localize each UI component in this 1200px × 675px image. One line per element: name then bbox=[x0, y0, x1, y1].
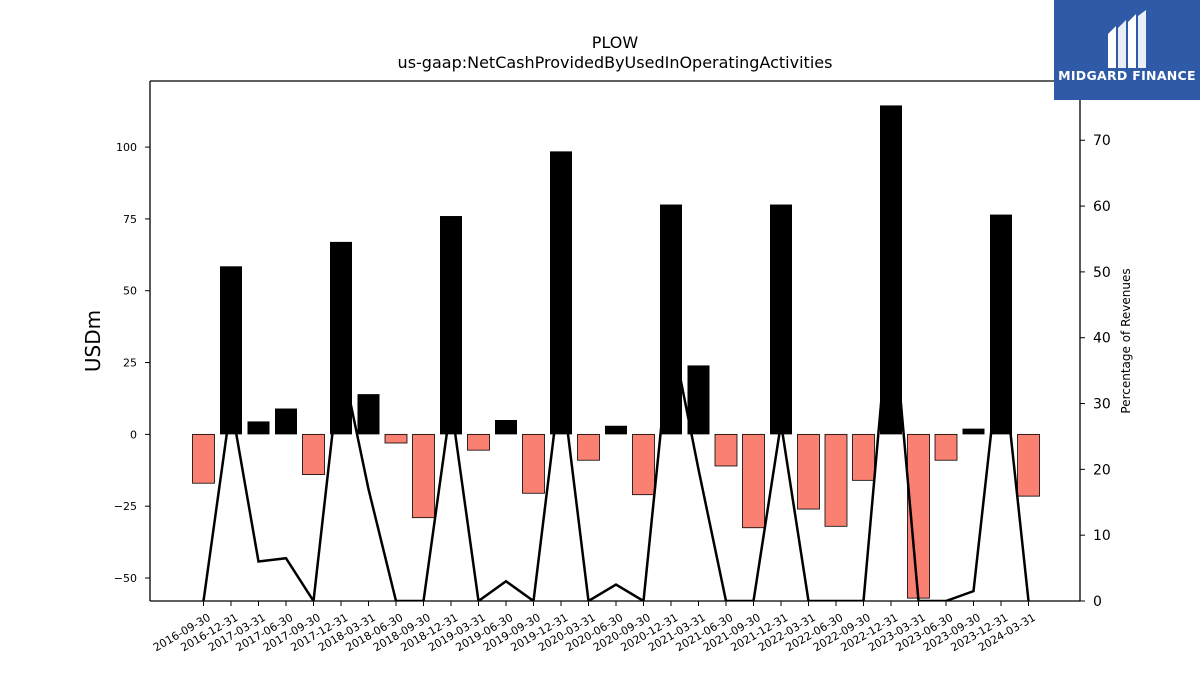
bar bbox=[522, 433, 545, 494]
bar bbox=[247, 421, 270, 435]
midgard-finance-logo: MIDGARD FINANCE bbox=[1054, 0, 1200, 100]
y2-tick-label: 50 bbox=[1093, 265, 1111, 281]
bar bbox=[797, 433, 820, 510]
bar bbox=[632, 433, 655, 496]
bar bbox=[467, 433, 490, 451]
bar bbox=[412, 433, 435, 519]
bar bbox=[220, 266, 242, 435]
bar bbox=[577, 433, 600, 461]
axes-layer: −50−2502550751000102030405060702016-09-3… bbox=[114, 80, 1111, 654]
bar bbox=[192, 433, 215, 484]
line-layer bbox=[202, 291, 1030, 601]
y-tick-label: 100 bbox=[116, 141, 137, 154]
bar bbox=[357, 394, 380, 435]
ratio-line bbox=[202, 291, 1030, 601]
bar bbox=[687, 365, 710, 435]
bar bbox=[990, 214, 1012, 435]
bar bbox=[770, 204, 792, 435]
y-tick-label: 75 bbox=[123, 213, 137, 226]
bar bbox=[714, 433, 738, 467]
bar bbox=[1017, 433, 1040, 497]
bar bbox=[550, 151, 572, 435]
bar bbox=[605, 425, 627, 435]
chart-title: PLOW bbox=[592, 33, 639, 52]
logo-text: MIDGARD FINANCE bbox=[1058, 68, 1196, 83]
bar bbox=[962, 428, 985, 435]
y2-tick-label: 0 bbox=[1093, 594, 1102, 610]
y-tick-label: −25 bbox=[114, 500, 137, 513]
bar bbox=[742, 433, 765, 529]
y2-tick-label: 30 bbox=[1093, 397, 1111, 413]
y2-tick-label: 70 bbox=[1093, 133, 1111, 149]
chart-subtitle: us-gaap:NetCashProvidedByUsedInOperating… bbox=[398, 53, 833, 72]
bar bbox=[852, 433, 875, 481]
y2-tick-label: 40 bbox=[1093, 331, 1111, 347]
bar bbox=[330, 241, 352, 435]
y-tick-label: 0 bbox=[130, 428, 137, 441]
bar bbox=[934, 433, 958, 461]
y2-tick-label: 60 bbox=[1093, 199, 1111, 215]
y-tick-label: 50 bbox=[123, 285, 137, 298]
bar bbox=[440, 216, 462, 435]
bar bbox=[824, 433, 848, 527]
y2-tick-label: 10 bbox=[1093, 528, 1111, 544]
bar bbox=[384, 433, 408, 444]
y2-tick-label: 20 bbox=[1093, 462, 1111, 478]
y-tick-label: −50 bbox=[114, 572, 137, 585]
midgard-logo-icon bbox=[1108, 10, 1146, 68]
y-axis-label: USDm bbox=[81, 310, 105, 372]
y2-axis-label: Percentage of Revenues bbox=[1119, 268, 1133, 413]
bar bbox=[495, 420, 517, 435]
bar bbox=[302, 433, 325, 475]
bar bbox=[275, 408, 297, 435]
y-tick-label: 25 bbox=[123, 357, 137, 370]
